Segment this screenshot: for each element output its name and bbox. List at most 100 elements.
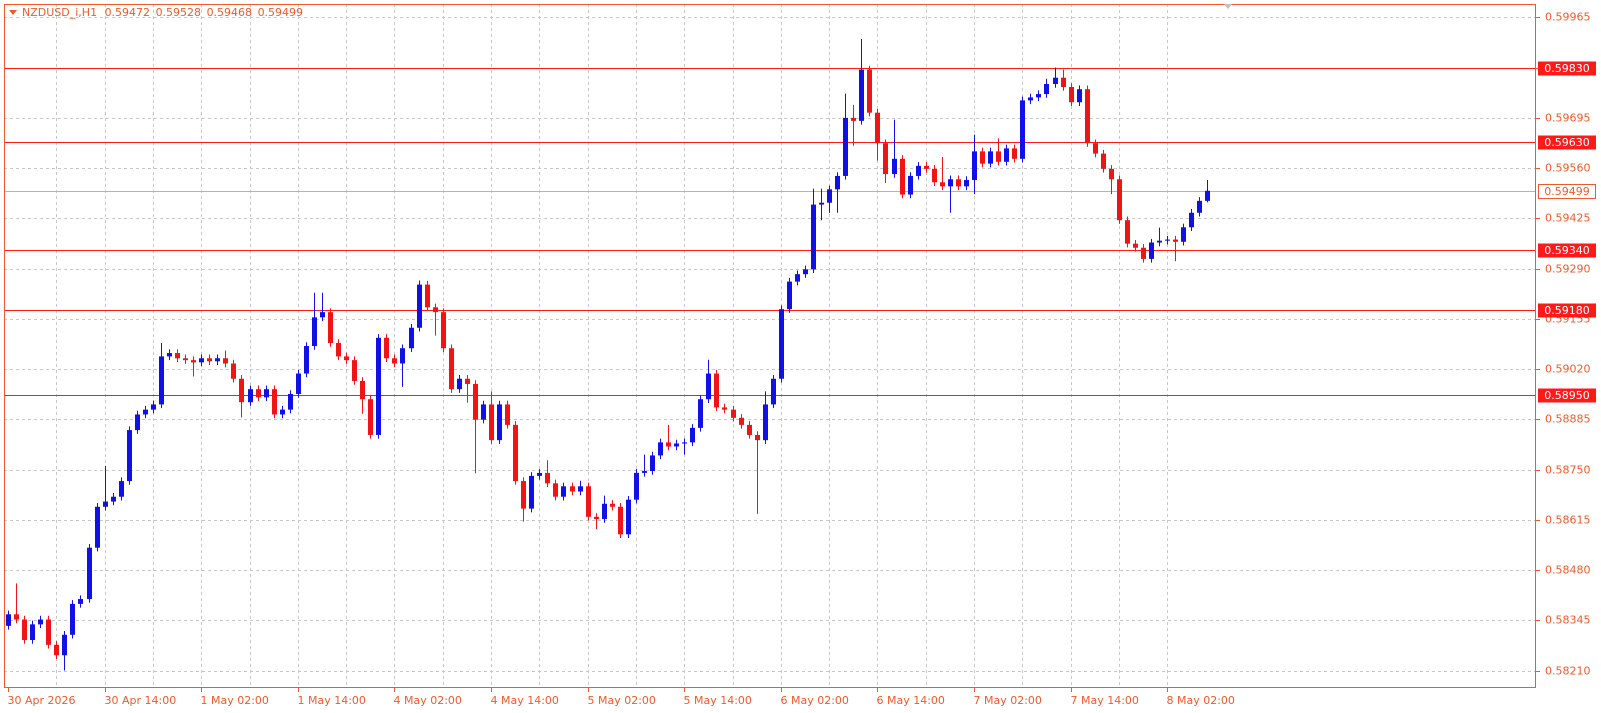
candle-body bbox=[54, 644, 59, 656]
candle-body bbox=[239, 378, 244, 403]
candle-body bbox=[674, 443, 679, 447]
candle-body bbox=[352, 360, 357, 381]
candle-body bbox=[167, 353, 172, 357]
level-label-box bbox=[1538, 303, 1596, 318]
candle-body bbox=[570, 486, 575, 492]
candle-body bbox=[980, 151, 985, 164]
candle-body bbox=[763, 404, 768, 441]
candle-body bbox=[1181, 227, 1186, 242]
candle-body bbox=[634, 472, 639, 500]
candle-body bbox=[103, 501, 108, 507]
y-tick-label: 0.59020 bbox=[1545, 363, 1591, 376]
candle-body bbox=[731, 409, 736, 418]
candle-body bbox=[1205, 190, 1210, 201]
x-tick-label: 4 May 02:00 bbox=[394, 694, 462, 707]
level-label: 0.59340 bbox=[1544, 244, 1590, 257]
x-tick-label: 6 May 14:00 bbox=[877, 694, 945, 707]
candle-body bbox=[698, 399, 703, 428]
chart-title: NZDUSD_i,H1 bbox=[22, 6, 97, 19]
candle-body bbox=[14, 614, 19, 620]
candle-body bbox=[62, 634, 67, 656]
candle-body bbox=[417, 284, 422, 328]
candle-body bbox=[1117, 179, 1122, 221]
x-tick-label: 5 May 14:00 bbox=[684, 694, 752, 707]
candle-body bbox=[916, 165, 921, 176]
candle-body bbox=[561, 486, 566, 497]
candle-body bbox=[835, 175, 840, 190]
candle-body bbox=[924, 165, 929, 169]
candle-body bbox=[360, 380, 365, 400]
candle-body bbox=[642, 471, 647, 473]
candle-body bbox=[513, 424, 518, 482]
candle-body bbox=[892, 158, 897, 175]
candle-body bbox=[264, 389, 269, 398]
candle-body bbox=[22, 619, 27, 640]
candle-body bbox=[497, 404, 502, 441]
candle-body bbox=[320, 312, 325, 318]
y-tick-label: 0.58615 bbox=[1545, 514, 1591, 527]
candle-body bbox=[191, 360, 196, 363]
candle-body bbox=[1189, 212, 1194, 228]
candle-body bbox=[883, 143, 888, 175]
candle-body bbox=[586, 486, 591, 517]
candle-body bbox=[368, 399, 373, 435]
y-tick-label: 0.59695 bbox=[1545, 112, 1591, 125]
price-label: 0.59499 bbox=[1544, 185, 1590, 198]
candle-body bbox=[465, 378, 470, 384]
candle-body bbox=[328, 312, 333, 344]
candle-body bbox=[932, 168, 937, 183]
candle-body bbox=[875, 112, 880, 144]
level-label-box bbox=[1538, 243, 1596, 258]
candle-body bbox=[545, 472, 550, 484]
candle-body bbox=[1020, 100, 1025, 159]
candle-body bbox=[1069, 86, 1074, 103]
candle-body bbox=[30, 624, 35, 640]
candle-body bbox=[948, 179, 953, 187]
candle-body bbox=[248, 389, 253, 403]
candle-body bbox=[376, 337, 381, 435]
level-label-box bbox=[1538, 388, 1596, 403]
candle-body bbox=[1012, 148, 1017, 159]
candle-body bbox=[626, 499, 631, 535]
x-tick-label: 6 May 02:00 bbox=[781, 694, 849, 707]
candle-body bbox=[1197, 200, 1202, 213]
candle-body bbox=[457, 378, 462, 390]
level-layer bbox=[4, 68, 1536, 396]
candle-body bbox=[143, 409, 148, 415]
candle-body bbox=[940, 182, 945, 187]
shift-marker bbox=[1224, 4, 1232, 9]
candle-body bbox=[1109, 168, 1114, 180]
candle-body bbox=[1085, 89, 1090, 144]
price-label-box bbox=[1538, 184, 1596, 199]
candle-body bbox=[505, 404, 510, 425]
candle-body bbox=[175, 353, 180, 359]
candle-body bbox=[425, 284, 430, 308]
candle-body bbox=[996, 151, 1001, 162]
candle-body bbox=[1157, 240, 1162, 243]
header-close: 0.59499 bbox=[258, 6, 304, 19]
candle-body bbox=[908, 175, 913, 195]
candle-body bbox=[223, 358, 228, 364]
candle-body bbox=[1133, 243, 1138, 248]
x-tick-label: 5 May 02:00 bbox=[588, 694, 656, 707]
candle-body bbox=[215, 358, 220, 362]
level-label-box bbox=[1538, 61, 1596, 76]
candle-body bbox=[900, 158, 905, 195]
candle-body bbox=[231, 363, 236, 379]
candle-body bbox=[207, 358, 212, 362]
candle-body bbox=[296, 373, 301, 395]
candle-body bbox=[344, 356, 349, 361]
candle-body bbox=[771, 378, 776, 405]
candle-body bbox=[819, 202, 824, 205]
candle-body bbox=[795, 274, 800, 282]
candle-body bbox=[803, 269, 808, 275]
candle-body bbox=[988, 151, 993, 164]
candle-body bbox=[714, 373, 719, 408]
candle-body bbox=[682, 442, 687, 444]
candle-body bbox=[1053, 77, 1058, 85]
y-tick-label: 0.59560 bbox=[1545, 162, 1591, 175]
candle-body bbox=[95, 506, 100, 548]
x-tick-label: 4 May 14:00 bbox=[491, 694, 559, 707]
candle-body bbox=[964, 180, 969, 187]
candle-body bbox=[1101, 153, 1106, 169]
